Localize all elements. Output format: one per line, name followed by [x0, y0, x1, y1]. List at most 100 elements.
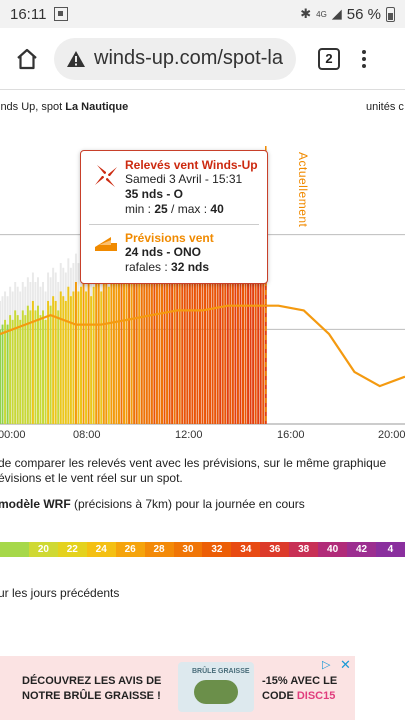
measured-bar — [198, 239, 201, 424]
measured-bar — [130, 272, 133, 424]
status-bar: 16:11 ✱ 4G ◢ 56 % — [0, 0, 405, 28]
measured-bar — [11, 319, 14, 424]
measured-bar — [87, 282, 90, 424]
measured-bar — [153, 244, 156, 424]
measured-bar — [247, 211, 250, 424]
ad-headline: DÉCOUVREZ LES AVIS DE NOTRE BRÛLE GRAISS… — [22, 674, 161, 704]
x-tick-label: 16:00 — [277, 429, 305, 441]
spot-heading-prefix: inds Up, spot — [0, 101, 66, 113]
measured-bar — [216, 234, 219, 424]
measured-bar — [125, 267, 128, 424]
address-bar[interactable]: winds-up.com/spot-la — [54, 37, 296, 80]
measured-bar — [67, 286, 70, 424]
wind-chart[interactable]: 00:00 08:00 12:00 16:00 20:00 — [0, 140, 405, 445]
measured-bar — [209, 229, 212, 424]
measured-bar — [49, 305, 52, 424]
measured-bar — [107, 286, 110, 424]
forecast-line — [0, 304, 405, 388]
measured-bar — [173, 253, 176, 424]
measured-bar — [21, 310, 24, 424]
measured-bar — [64, 300, 67, 424]
measured-bar — [188, 239, 191, 424]
measured-bar — [155, 263, 158, 424]
measured-bar — [186, 229, 189, 424]
battery-icon — [386, 6, 395, 22]
measured-bar — [47, 300, 50, 424]
scale-step: 34 — [231, 542, 261, 557]
scale-step: 28 — [144, 542, 174, 557]
spot-heading: inds Up, spot La Nautique — [0, 101, 128, 113]
measured-bar — [112, 267, 115, 424]
measured-bar — [176, 239, 179, 424]
min-label: min : — [125, 202, 155, 216]
ad-choices-icon[interactable]: ▷ — [322, 659, 331, 671]
measured-bar — [52, 296, 55, 424]
forecast-icon — [95, 237, 117, 251]
measured-bar — [262, 220, 265, 424]
tab-switcher-button[interactable]: 2 — [318, 47, 340, 70]
measured-bar — [54, 300, 57, 424]
measured-bar — [219, 215, 222, 424]
measured-bar — [211, 239, 214, 424]
measured-bar — [183, 244, 186, 424]
scale-step: 30 — [173, 542, 203, 557]
measured-bar — [148, 258, 151, 424]
measured-bar — [69, 296, 72, 424]
measured-bar — [135, 253, 138, 424]
min-value: 25 — [154, 202, 168, 216]
previous-days-link[interactable]: ur les jours précédents — [0, 586, 120, 600]
max-label: / max : — [167, 202, 211, 216]
scale-step — [0, 542, 29, 557]
measured-bar — [234, 215, 237, 424]
ad-close-icon[interactable]: ✕ — [340, 657, 351, 672]
measured-bar — [259, 215, 262, 424]
signal-icon: ◢ — [331, 6, 342, 21]
wind-color-scale: 20 22 24 26 28 30 32 34 36 38 40 42 4 — [0, 542, 405, 557]
scale-step: 40 — [318, 542, 348, 557]
measured-bar — [42, 310, 45, 424]
scale-step: 36 — [260, 542, 290, 557]
ad-offer-line-1: -15% AVEC LE — [262, 675, 338, 687]
measured-bar — [257, 206, 260, 424]
measured-bar — [34, 310, 37, 424]
x-tick-label: 12:00 — [175, 429, 203, 441]
measured-bar — [6, 324, 9, 424]
scale-step: 20 — [28, 542, 58, 557]
measured-bar — [29, 310, 32, 424]
ad-promo-code: DISC15 — [296, 690, 336, 702]
scale-step: 32 — [202, 542, 232, 557]
forecast-speed: 24 nds - ONO — [125, 245, 202, 259]
units-selector[interactable]: unités c — [366, 101, 404, 113]
measured-bar — [82, 277, 85, 424]
ad-banner[interactable]: DÉCOUVREZ LES AVIS DE NOTRE BRÛLE GRAISS… — [0, 656, 355, 720]
wind-chart-svg — [0, 146, 405, 425]
measured-bar — [138, 267, 141, 424]
measured-bar — [92, 286, 95, 424]
measured-bar — [191, 244, 194, 424]
ad-product-pack — [194, 680, 238, 704]
measured-bar — [105, 282, 108, 424]
measured-bar — [95, 282, 98, 424]
measured-bar — [97, 277, 100, 424]
warning-icon[interactable] — [66, 50, 86, 68]
measured-bar — [150, 253, 153, 424]
measured-bar — [59, 291, 62, 424]
gusts-label: rafales : — [125, 260, 172, 274]
measured-bar — [171, 234, 174, 424]
measured-bar — [100, 291, 103, 424]
page-header: inds Up, spot La Nautique unités c — [0, 98, 405, 116]
measured-bar — [24, 315, 27, 424]
home-icon — [17, 48, 37, 69]
measured-bar — [39, 315, 42, 424]
bluetooth-icon: ✱ — [300, 6, 312, 21]
menu-icon[interactable] — [362, 49, 366, 68]
measured-bar — [36, 305, 39, 424]
measured-bar — [72, 291, 75, 424]
home-button[interactable] — [0, 28, 54, 90]
measured-bar — [206, 220, 209, 424]
measured-bar — [244, 229, 247, 424]
measured-bar — [166, 248, 169, 424]
measured-bar — [26, 305, 29, 424]
forecast-title: Prévisions vent — [125, 231, 214, 245]
measured-bar — [249, 215, 252, 424]
